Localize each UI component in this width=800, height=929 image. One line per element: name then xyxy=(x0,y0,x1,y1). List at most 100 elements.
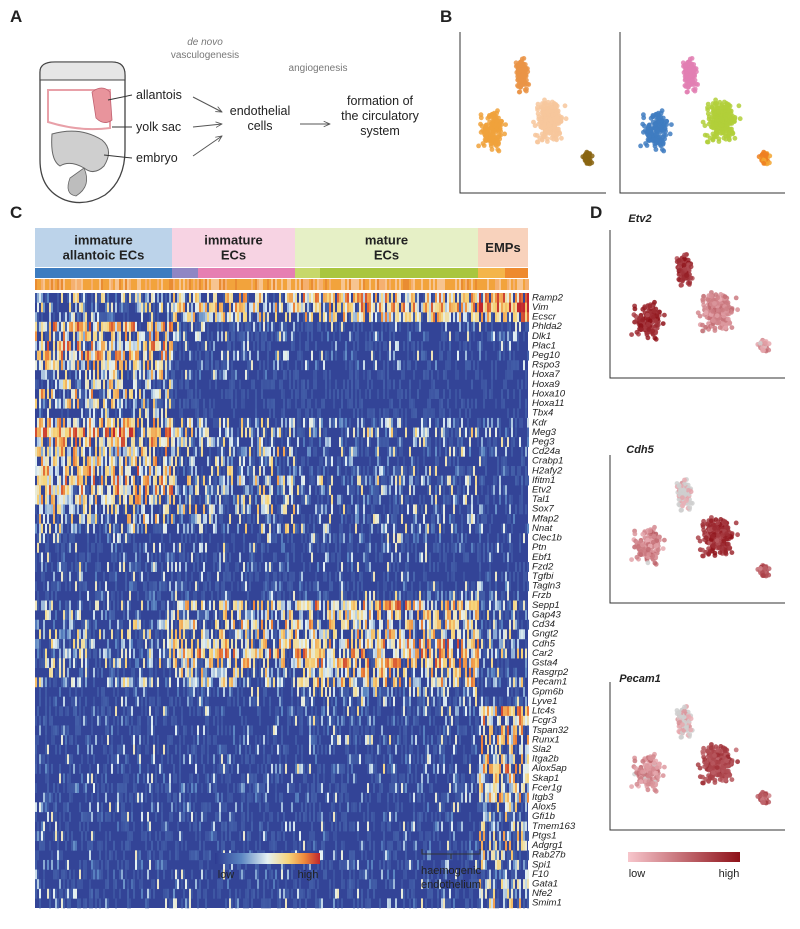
heatmap-cell xyxy=(345,417,347,428)
heatmap-cell xyxy=(153,600,155,611)
gene-label: Cdh5 xyxy=(532,638,556,649)
heatmap-cell xyxy=(373,465,375,476)
heatmap-cell xyxy=(93,485,95,496)
heatmap-cell xyxy=(179,379,181,390)
heatmap-cell xyxy=(45,494,47,505)
heatmap-cell xyxy=(211,408,213,419)
heatmap-cell xyxy=(151,485,153,496)
heatmap-cell xyxy=(363,302,365,313)
heatmap-cell xyxy=(77,341,79,351)
heatmap-cell xyxy=(263,590,265,601)
heatmap-cell xyxy=(387,302,389,313)
stage-bar xyxy=(251,279,253,290)
heatmap-cell xyxy=(323,427,325,438)
heatmap-cell xyxy=(277,485,279,496)
heatmap-cell xyxy=(297,619,299,630)
heatmap-cell xyxy=(251,312,253,323)
heatmap-cell xyxy=(137,619,139,630)
heatmap-cell xyxy=(367,562,369,572)
heatmap-cell xyxy=(265,379,267,390)
heatmap-cell xyxy=(139,465,141,476)
heatmap-cell xyxy=(85,475,87,486)
stage-bar xyxy=(255,279,257,290)
heatmap-cell xyxy=(89,341,91,351)
heatmap-cell xyxy=(165,610,167,621)
heatmap-cell xyxy=(281,417,283,428)
heatmap-cell xyxy=(455,581,457,592)
heatmap-cell xyxy=(437,456,439,467)
heatmap-cell xyxy=(387,408,389,419)
heatmap-cell xyxy=(251,331,253,342)
heatmap-cell xyxy=(411,475,413,486)
stage-bar xyxy=(467,279,469,290)
heatmap-cell xyxy=(201,475,203,486)
stage-bar xyxy=(165,279,167,290)
stage-bar xyxy=(511,279,513,290)
heatmap-cell xyxy=(157,427,159,438)
heatmap-cell xyxy=(49,369,51,380)
heatmap-cell xyxy=(157,437,159,448)
heatmap-cell xyxy=(447,398,449,409)
heatmap-cell xyxy=(71,619,73,630)
process-label: angiogenesis xyxy=(289,63,348,74)
heatmap-cell xyxy=(133,619,135,630)
heatmap-cell xyxy=(35,485,37,496)
heatmap-cell xyxy=(47,408,49,419)
heatmap-cell xyxy=(169,581,171,592)
heatmap-cell xyxy=(349,331,351,342)
heatmap-cell xyxy=(509,514,511,524)
heatmap-cell xyxy=(507,293,509,303)
heatmap-cell xyxy=(215,417,217,428)
gene-label: Tal1 xyxy=(532,494,550,505)
stage-bar xyxy=(53,279,55,290)
heatmap-cell xyxy=(513,610,515,621)
heatmap-cell xyxy=(287,562,289,572)
heatmap-cell xyxy=(119,562,121,572)
heatmap-cell xyxy=(225,571,227,582)
heatmap-cell xyxy=(351,485,353,496)
heatmap-cell xyxy=(169,456,171,467)
heatmap-cell xyxy=(463,542,465,553)
heatmap-cell xyxy=(435,619,437,630)
heatmap-cell xyxy=(295,293,297,303)
heatmap-cell xyxy=(451,437,453,448)
heatmap-cell xyxy=(315,302,317,313)
heatmap-cell xyxy=(145,427,147,438)
heatmap-cell xyxy=(279,504,281,515)
stage-bar xyxy=(521,279,523,290)
heatmap-cell xyxy=(293,302,295,313)
heatmap-cell xyxy=(511,465,513,476)
heatmap-cell xyxy=(399,552,401,563)
heatmap-cell xyxy=(471,312,473,323)
heatmap-cell xyxy=(299,350,301,361)
heatmap-cell xyxy=(123,389,125,399)
heatmap-cell xyxy=(207,504,209,515)
heatmap-cell xyxy=(121,562,123,572)
heatmap-cell xyxy=(379,610,381,621)
stage-bar xyxy=(271,279,273,290)
heatmap-cell xyxy=(377,514,379,524)
heatmap-cell xyxy=(229,552,231,563)
heatmap-cell xyxy=(81,293,83,303)
heatmap-cell xyxy=(267,562,269,572)
stage-bar xyxy=(71,279,73,290)
heatmap-cell xyxy=(399,417,401,428)
heatmap-cell xyxy=(471,321,473,332)
stage-bar xyxy=(389,279,391,290)
heatmap-cell xyxy=(125,485,127,496)
heatmap-cell xyxy=(83,341,85,351)
heatmap-cell xyxy=(91,312,93,323)
heatmap-cell xyxy=(409,446,411,457)
heatmap-cell xyxy=(425,533,427,544)
heatmap-cell xyxy=(153,542,155,553)
heatmap-cell xyxy=(167,417,169,428)
heatmap-cell xyxy=(405,610,407,621)
heatmap-cell xyxy=(221,389,223,399)
heatmap-cell xyxy=(145,341,147,351)
heatmap-cell xyxy=(93,619,95,630)
heatmap-cell xyxy=(135,398,137,409)
heatmap-cell xyxy=(103,293,105,303)
heatmap-cell xyxy=(45,542,47,553)
heatmap-cell xyxy=(435,417,437,428)
heatmap-cell xyxy=(297,417,299,428)
